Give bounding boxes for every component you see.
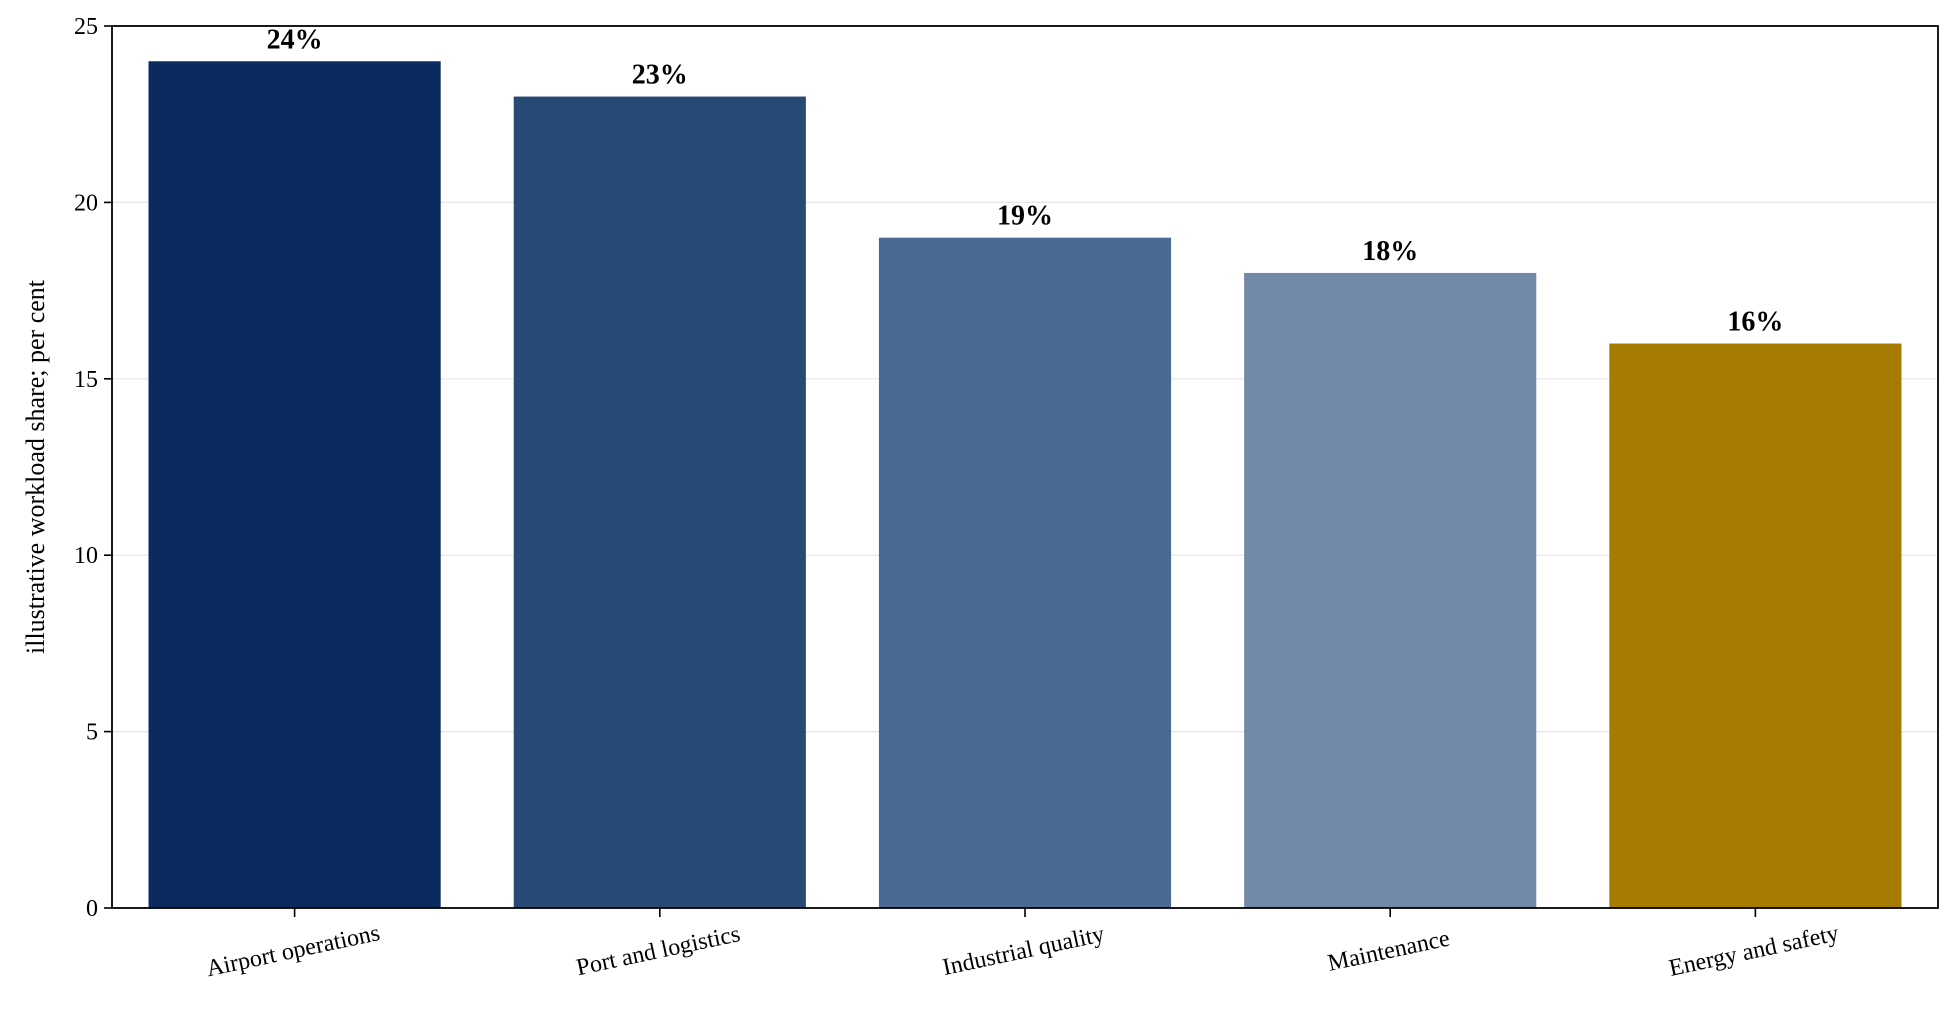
y-tick-label: 5 bbox=[86, 720, 98, 746]
data-label: 16% bbox=[1727, 307, 1783, 338]
data-label: 23% bbox=[632, 60, 688, 91]
data-labels: 24% 23% 19% 18% 16% bbox=[267, 24, 1784, 337]
data-label: 24% bbox=[267, 24, 323, 55]
y-tick-label: 15 bbox=[74, 367, 98, 393]
y-tick-label: 20 bbox=[74, 190, 98, 216]
y-axis-title: illustrative workload share; per cent bbox=[21, 279, 50, 654]
bars bbox=[148, 61, 1902, 909]
bar bbox=[878, 237, 1172, 908]
y-tick-label: 25 bbox=[74, 14, 98, 40]
y-axis-ticks: 0 5 10 15 20 25 bbox=[74, 14, 112, 922]
data-label: 19% bbox=[997, 201, 1053, 232]
x-tick-label: Industrial quality bbox=[940, 921, 1106, 981]
data-label: 18% bbox=[1362, 236, 1418, 267]
bar bbox=[513, 96, 806, 908]
x-tick-label: Port and logistics bbox=[574, 921, 742, 981]
y-tick-label: 10 bbox=[74, 543, 98, 569]
y-tick-label: 0 bbox=[86, 896, 98, 922]
x-tick-label: Airport operations bbox=[204, 920, 382, 982]
x-axis-ticks: Airport operations Port and logistics Indu… bbox=[204, 908, 1841, 982]
bar bbox=[1609, 343, 1902, 908]
x-tick-label: Energy and safety bbox=[1667, 920, 1841, 981]
bar bbox=[1244, 272, 1537, 909]
bar bbox=[148, 61, 441, 908]
x-tick-label: Maintenance bbox=[1325, 926, 1452, 977]
